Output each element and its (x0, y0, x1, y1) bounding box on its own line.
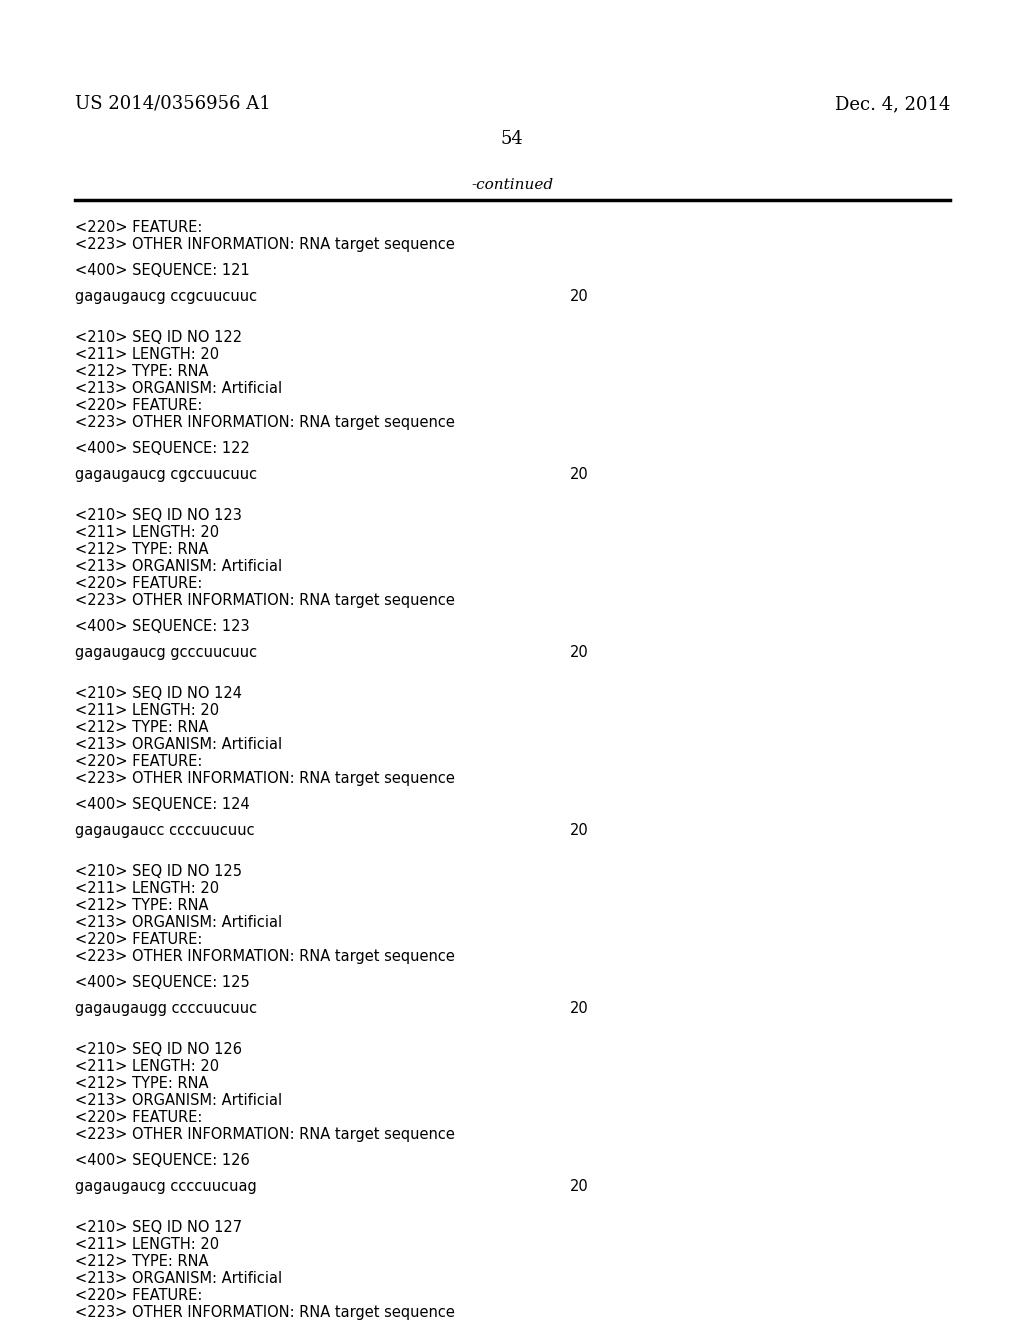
Text: gagaugaucg gcccuucuuc: gagaugaucg gcccuucuuc (75, 645, 257, 660)
Text: <213> ORGANISM: Artificial: <213> ORGANISM: Artificial (75, 1093, 283, 1107)
Text: 20: 20 (570, 1179, 589, 1195)
Text: <211> LENGTH: 20: <211> LENGTH: 20 (75, 525, 219, 540)
Text: <400> SEQUENCE: 123: <400> SEQUENCE: 123 (75, 619, 250, 634)
Text: <400> SEQUENCE: 125: <400> SEQUENCE: 125 (75, 975, 250, 990)
Text: <223> OTHER INFORMATION: RNA target sequence: <223> OTHER INFORMATION: RNA target sequ… (75, 414, 455, 430)
Text: 20: 20 (570, 289, 589, 304)
Text: <211> LENGTH: 20: <211> LENGTH: 20 (75, 704, 219, 718)
Text: gagaugaugg ccccuucuuc: gagaugaugg ccccuucuuc (75, 1001, 257, 1016)
Text: gagaugaucg ccgcuucuuc: gagaugaucg ccgcuucuuc (75, 289, 257, 304)
Text: <210> SEQ ID NO 126: <210> SEQ ID NO 126 (75, 1041, 242, 1057)
Text: <210> SEQ ID NO 123: <210> SEQ ID NO 123 (75, 508, 242, 523)
Text: <212> TYPE: RNA: <212> TYPE: RNA (75, 898, 209, 913)
Text: <211> LENGTH: 20: <211> LENGTH: 20 (75, 880, 219, 896)
Text: <400> SEQUENCE: 124: <400> SEQUENCE: 124 (75, 797, 250, 812)
Text: <220> FEATURE:: <220> FEATURE: (75, 932, 203, 946)
Text: <211> LENGTH: 20: <211> LENGTH: 20 (75, 1237, 219, 1251)
Text: <220> FEATURE:: <220> FEATURE: (75, 399, 203, 413)
Text: <212> TYPE: RNA: <212> TYPE: RNA (75, 719, 209, 735)
Text: <212> TYPE: RNA: <212> TYPE: RNA (75, 364, 209, 379)
Text: Dec. 4, 2014: Dec. 4, 2014 (835, 95, 950, 114)
Text: <212> TYPE: RNA: <212> TYPE: RNA (75, 1254, 209, 1269)
Text: <223> OTHER INFORMATION: RNA target sequence: <223> OTHER INFORMATION: RNA target sequ… (75, 949, 455, 964)
Text: <213> ORGANISM: Artificial: <213> ORGANISM: Artificial (75, 915, 283, 931)
Text: <212> TYPE: RNA: <212> TYPE: RNA (75, 1076, 209, 1092)
Text: <223> OTHER INFORMATION: RNA target sequence: <223> OTHER INFORMATION: RNA target sequ… (75, 593, 455, 609)
Text: <220> FEATURE:: <220> FEATURE: (75, 1110, 203, 1125)
Text: <211> LENGTH: 20: <211> LENGTH: 20 (75, 1059, 219, 1074)
Text: gagaugaucg ccccuucuag: gagaugaucg ccccuucuag (75, 1179, 257, 1195)
Text: <400> SEQUENCE: 126: <400> SEQUENCE: 126 (75, 1152, 250, 1168)
Text: <211> LENGTH: 20: <211> LENGTH: 20 (75, 347, 219, 362)
Text: <210> SEQ ID NO 125: <210> SEQ ID NO 125 (75, 865, 242, 879)
Text: <223> OTHER INFORMATION: RNA target sequence: <223> OTHER INFORMATION: RNA target sequ… (75, 238, 455, 252)
Text: 20: 20 (570, 822, 589, 838)
Text: <210> SEQ ID NO 124: <210> SEQ ID NO 124 (75, 686, 242, 701)
Text: <213> ORGANISM: Artificial: <213> ORGANISM: Artificial (75, 737, 283, 752)
Text: <210> SEQ ID NO 122: <210> SEQ ID NO 122 (75, 330, 242, 345)
Text: <220> FEATURE:: <220> FEATURE: (75, 576, 203, 591)
Text: gagaugaucc ccccuucuuc: gagaugaucc ccccuucuuc (75, 822, 255, 838)
Text: <223> OTHER INFORMATION: RNA target sequence: <223> OTHER INFORMATION: RNA target sequ… (75, 1127, 455, 1142)
Text: gagaugaucg cgccuucuuc: gagaugaucg cgccuucuuc (75, 467, 257, 482)
Text: <223> OTHER INFORMATION: RNA target sequence: <223> OTHER INFORMATION: RNA target sequ… (75, 1305, 455, 1320)
Text: <220> FEATURE:: <220> FEATURE: (75, 220, 203, 235)
Text: <220> FEATURE:: <220> FEATURE: (75, 754, 203, 770)
Text: 54: 54 (501, 129, 523, 148)
Text: <213> ORGANISM: Artificial: <213> ORGANISM: Artificial (75, 1271, 283, 1286)
Text: <223> OTHER INFORMATION: RNA target sequence: <223> OTHER INFORMATION: RNA target sequ… (75, 771, 455, 785)
Text: <220> FEATURE:: <220> FEATURE: (75, 1288, 203, 1303)
Text: -continued: -continued (471, 178, 553, 191)
Text: 20: 20 (570, 467, 589, 482)
Text: <400> SEQUENCE: 122: <400> SEQUENCE: 122 (75, 441, 250, 455)
Text: <210> SEQ ID NO 127: <210> SEQ ID NO 127 (75, 1220, 242, 1236)
Text: <212> TYPE: RNA: <212> TYPE: RNA (75, 543, 209, 557)
Text: <400> SEQUENCE: 121: <400> SEQUENCE: 121 (75, 263, 250, 279)
Text: 20: 20 (570, 1001, 589, 1016)
Text: <213> ORGANISM: Artificial: <213> ORGANISM: Artificial (75, 558, 283, 574)
Text: US 2014/0356956 A1: US 2014/0356956 A1 (75, 95, 270, 114)
Text: 20: 20 (570, 645, 589, 660)
Text: <213> ORGANISM: Artificial: <213> ORGANISM: Artificial (75, 381, 283, 396)
